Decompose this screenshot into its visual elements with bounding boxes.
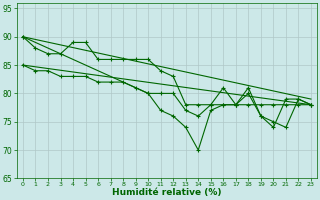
X-axis label: Humidité relative (%): Humidité relative (%) — [112, 188, 222, 197]
